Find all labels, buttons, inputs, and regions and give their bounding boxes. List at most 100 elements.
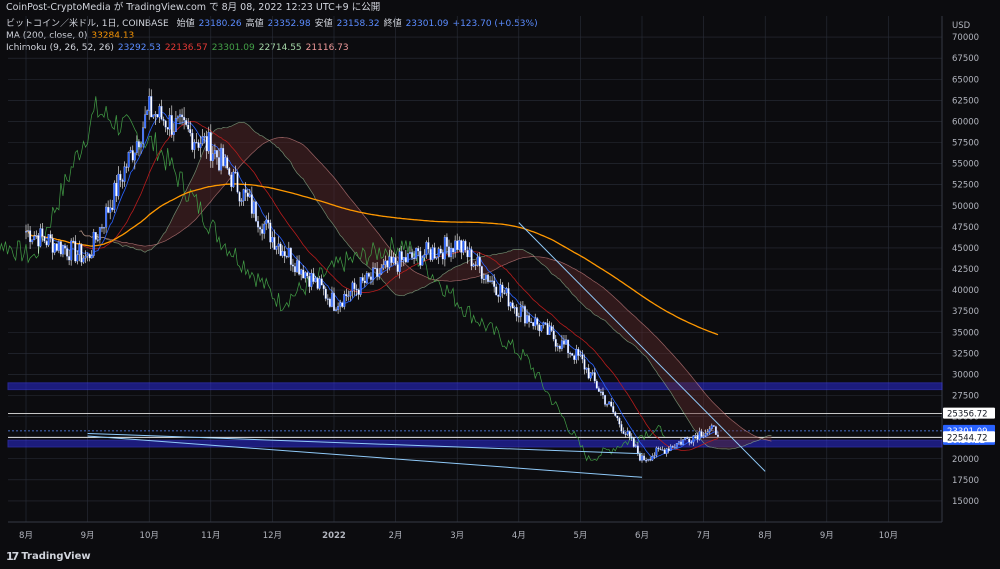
- candle-body: [261, 229, 264, 234]
- candle-body: [240, 200, 243, 202]
- candle-body: [66, 248, 69, 257]
- price-axis[interactable]: 1500017500200002250025000275003000032500…: [943, 21, 995, 507]
- candle-body: [304, 272, 307, 279]
- high-value: 23352.98: [267, 19, 311, 29]
- candle-body: [246, 192, 249, 197]
- change-value: +123.70 (+0.53%): [452, 19, 538, 29]
- candle-body: [708, 428, 711, 432]
- candle-body: [211, 153, 214, 162]
- candle-body: [238, 191, 241, 202]
- indicator-lines: [0, 96, 772, 462]
- candle-body: [252, 201, 255, 214]
- candle-body: [139, 143, 142, 148]
- candle-body: [712, 425, 715, 427]
- base-line: [25, 121, 719, 451]
- candle-body: [232, 171, 235, 188]
- candle-body: [162, 119, 165, 121]
- candle-body: [324, 288, 327, 299]
- candle-body: [495, 286, 498, 296]
- candle-body: [111, 207, 114, 210]
- candle-body: [359, 277, 362, 295]
- span-b-line: [79, 137, 772, 442]
- candle-body: [497, 294, 500, 297]
- candle-body: [616, 415, 619, 419]
- x-tick-label: 10月: [879, 531, 898, 541]
- candle-body: [710, 425, 713, 430]
- candle-body: [193, 142, 196, 150]
- open-value: 23180.26: [198, 19, 242, 29]
- candle-body: [113, 182, 116, 210]
- candle-body: [215, 150, 218, 158]
- candle-body: [698, 431, 701, 440]
- legend-ichimoku-row[interactable]: Ichimoku (9, 26, 52, 26) 23292.53 22136.…: [6, 42, 538, 54]
- y-tick-label: 40000: [952, 286, 979, 296]
- candle-body: [704, 433, 707, 436]
- candle-body: [507, 288, 510, 307]
- y-tick-label: 27500: [952, 392, 979, 402]
- candle-body: [88, 254, 91, 259]
- candle-body: [170, 115, 173, 135]
- candle-body: [27, 230, 30, 232]
- y-tick-label: 32500: [952, 349, 979, 359]
- candle-body: [78, 244, 81, 255]
- candle-body: [521, 306, 524, 308]
- close-label: 終値: [383, 19, 402, 29]
- candle-body: [441, 252, 444, 260]
- candle-body: [439, 248, 442, 254]
- candle-body: [682, 439, 685, 445]
- candle-body: [593, 372, 596, 382]
- candle-body: [293, 266, 296, 273]
- candle-body: [148, 96, 151, 111]
- candle-body: [706, 431, 709, 434]
- ma-value: 33284.13: [91, 31, 135, 41]
- x-tick-label: 8月: [19, 531, 33, 541]
- time-axis[interactable]: 8月 9月 10月 11月 12月 2022 2月 3月 4月 5月 6月 7月 8月 9月 10月: [19, 531, 898, 541]
- legend-ma-row[interactable]: MA (200, close, 0) 33284.13: [6, 30, 538, 42]
- candle-body: [353, 282, 356, 290]
- candle-body: [589, 372, 592, 379]
- candle-body: [291, 264, 294, 267]
- candle-body: [372, 267, 375, 280]
- candle-body: [146, 110, 149, 115]
- candle-body: [254, 201, 257, 222]
- candle-body: [421, 257, 424, 266]
- candle-body: [82, 257, 85, 263]
- candle-body: [540, 325, 543, 332]
- candle-body: [183, 116, 186, 121]
- candle-body: [55, 243, 58, 251]
- candle-body: [131, 150, 134, 161]
- candle-body: [435, 256, 438, 259]
- support-zone: [7, 439, 943, 448]
- y-tick-label: 50000: [952, 202, 979, 212]
- candle-body: [673, 447, 676, 449]
- tradingview-brand[interactable]: 17 TradingView: [6, 550, 91, 563]
- candle-body: [657, 447, 660, 450]
- candle-body: [628, 431, 631, 437]
- y-tick-label: 47500: [952, 223, 979, 233]
- y-tick-label: 57500: [952, 139, 979, 149]
- candle-body: [142, 127, 145, 144]
- candle-body: [411, 252, 414, 258]
- candle-body: [279, 243, 282, 256]
- candle-body: [591, 372, 594, 374]
- candle-body: [482, 278, 485, 281]
- y-tick-label: 17500: [952, 476, 979, 486]
- candle-body: [404, 257, 407, 263]
- candle-body: [694, 435, 697, 437]
- candle-body: [519, 306, 522, 317]
- candle-body: [287, 247, 290, 257]
- candle-body: [90, 255, 93, 259]
- candle-body: [144, 114, 147, 128]
- y-tick-label: 52500: [952, 181, 979, 191]
- candle-body: [218, 157, 221, 171]
- candle-body: [160, 106, 163, 120]
- candle-body: [413, 257, 416, 259]
- candle-body: [645, 460, 648, 462]
- candle-body: [330, 292, 333, 307]
- candle-body: [408, 252, 411, 254]
- y-tick-label: 65000: [952, 75, 979, 85]
- candle-body: [168, 115, 171, 130]
- candle-body: [107, 206, 110, 213]
- candle-body: [230, 174, 233, 188]
